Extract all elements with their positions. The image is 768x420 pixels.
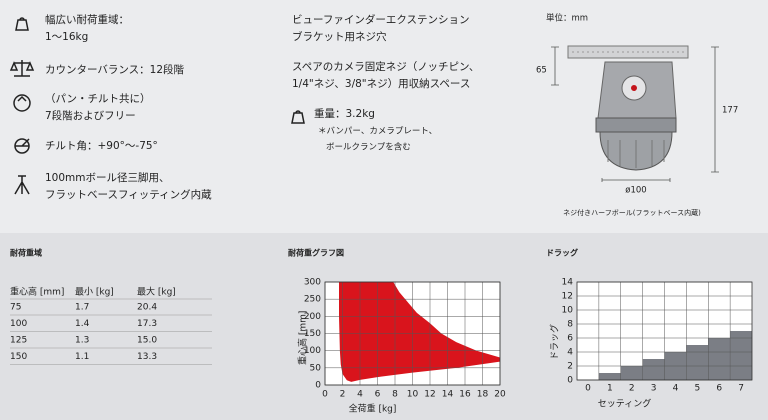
table-header: 最小 [kg]: [75, 287, 114, 298]
x-axis-label: セッティング: [598, 398, 651, 410]
dimension-label: 177: [722, 106, 738, 116]
tilt-mark: [15, 138, 30, 147]
table-cell: 150: [10, 352, 27, 362]
note-text: 重量：3.2kg: [314, 107, 375, 120]
y-tick-label: 10: [562, 306, 574, 316]
bar: [708, 338, 731, 380]
tripod-icon: [14, 175, 30, 195]
table-cell: 125: [10, 336, 27, 346]
weight-icon-2: [291, 110, 305, 124]
bar: [686, 345, 709, 380]
x-tick-label: 0: [585, 384, 591, 394]
dial-mark: [17, 95, 27, 102]
feature-text: フラットベースフィッティング内蔵: [45, 188, 212, 201]
feature-text: 幅広い耐荷重域：: [45, 13, 129, 26]
balance-icon: [9, 60, 35, 77]
unit-label: 単位：mm: [546, 13, 588, 24]
y-tick-label: 100: [304, 346, 321, 356]
x-tick-label: 2: [340, 390, 346, 400]
bar: [620, 366, 643, 380]
table-header: 重心高 [mm]: [10, 286, 64, 298]
note-text: ビューファインダーエクステンション: [292, 13, 470, 26]
x-tick-label: 7: [738, 384, 744, 394]
feature-text: 100mmボール径三脚用、: [45, 171, 170, 184]
y-tick-label: 4: [567, 348, 573, 358]
x-tick-label: 3: [651, 384, 657, 394]
table: 重心高 [mm] 最小 [kg] 最大 [kg] 75 1.7 20.4 100 1.4 17.…: [10, 286, 212, 365]
x-tick-label: 14: [442, 390, 454, 400]
y-tick-label: 0: [315, 381, 321, 391]
load-area: [339, 282, 500, 382]
plot-frame: [576, 281, 753, 381]
feature-text: 1〜16kg: [45, 31, 88, 43]
table-cell: 1.1: [75, 352, 89, 362]
x-tick-label: 8: [392, 390, 398, 400]
table-cell: 75: [10, 303, 21, 313]
table-cell: 13.3: [137, 352, 157, 362]
x-tick-label: 16: [459, 390, 471, 400]
note-text: ブラケット用ネジ穴: [292, 30, 387, 43]
feature-text: （パン・チルト共に）: [45, 93, 151, 105]
table-cell: 100: [10, 319, 27, 329]
chart-title: ドラッグ: [546, 248, 578, 258]
dimension-lines: [551, 46, 719, 182]
x-tick-label: 2: [629, 384, 635, 394]
x-tick-label: 20: [494, 390, 506, 400]
y-tick-label: 12: [562, 292, 573, 302]
y-tick-label: 0: [567, 376, 573, 386]
dimension-label: ø100: [625, 186, 646, 196]
y-tick-label: 6: [567, 334, 573, 344]
y-tick-label: 250: [304, 295, 321, 305]
y-tick-label: 150: [304, 329, 321, 339]
y-tick-label: 300: [304, 278, 321, 288]
note-text: 1/4"ネジ、3/8"ネジ）用収納スペース: [292, 77, 470, 90]
table-cell: 1.3: [75, 336, 89, 346]
note-text: ＊バンパー、カメラプレート、: [318, 127, 437, 137]
weight-icon: [15, 17, 29, 31]
y-axis-label: 重心高 [mm]: [297, 311, 309, 365]
table-cell: 15.0: [137, 336, 157, 346]
table-cell: 17.3: [137, 319, 157, 329]
x-tick-label: 10: [407, 390, 419, 400]
x-tick-label: 1: [607, 384, 613, 394]
note-text: スペアのカメラ固定ネジ（ノッチピン、: [292, 60, 479, 73]
bar: [730, 331, 752, 380]
y-tick-label: 2: [567, 362, 573, 372]
plot-frame: [324, 281, 501, 386]
x-tick-label: 6: [716, 384, 722, 394]
y-tick-label: 14: [562, 278, 574, 288]
y-tick-label: 8: [567, 320, 573, 330]
x-tick-label: 18: [477, 390, 489, 400]
note-text: ボールクランプを含む: [326, 142, 411, 153]
table-cell: 20.4: [137, 303, 157, 313]
feature-text: カウンターバランス：12段階: [45, 63, 185, 76]
table-header: 最大 [kg]: [137, 286, 176, 298]
y-tick-label: 50: [310, 363, 322, 373]
dimension-label: 65: [536, 66, 547, 76]
head-drawing: [567, 45, 689, 171]
table-cell: 1.4: [75, 319, 90, 329]
y-tick-label: 200: [304, 312, 321, 322]
x-tick-label: 4: [357, 390, 363, 400]
x-tick-label: 6: [375, 390, 381, 400]
feature-text: 7段階およびフリー: [45, 109, 136, 122]
table-title: 耐荷重域: [10, 248, 42, 258]
x-axis-label: 全荷重 [kg]: [349, 403, 397, 415]
bar: [598, 373, 621, 380]
x-tick-label: 5: [694, 384, 700, 394]
x-tick-label: 12: [424, 390, 435, 400]
diagram-caption: ネジ付きハーフボール(フラットベース内蔵): [563, 208, 701, 217]
y-axis-label: ドラッグ: [549, 324, 561, 360]
icons: [9, 17, 35, 195]
bar: [642, 359, 665, 380]
feature-text: チルト角：+90°〜-75°: [45, 140, 158, 152]
x-tick-label: 0: [322, 390, 328, 400]
table-cell: 1.7: [75, 303, 89, 313]
x-tick-label: 4: [673, 384, 679, 394]
chart-title: 耐荷重グラフ図: [288, 248, 344, 258]
dial-icon: [13, 94, 31, 112]
